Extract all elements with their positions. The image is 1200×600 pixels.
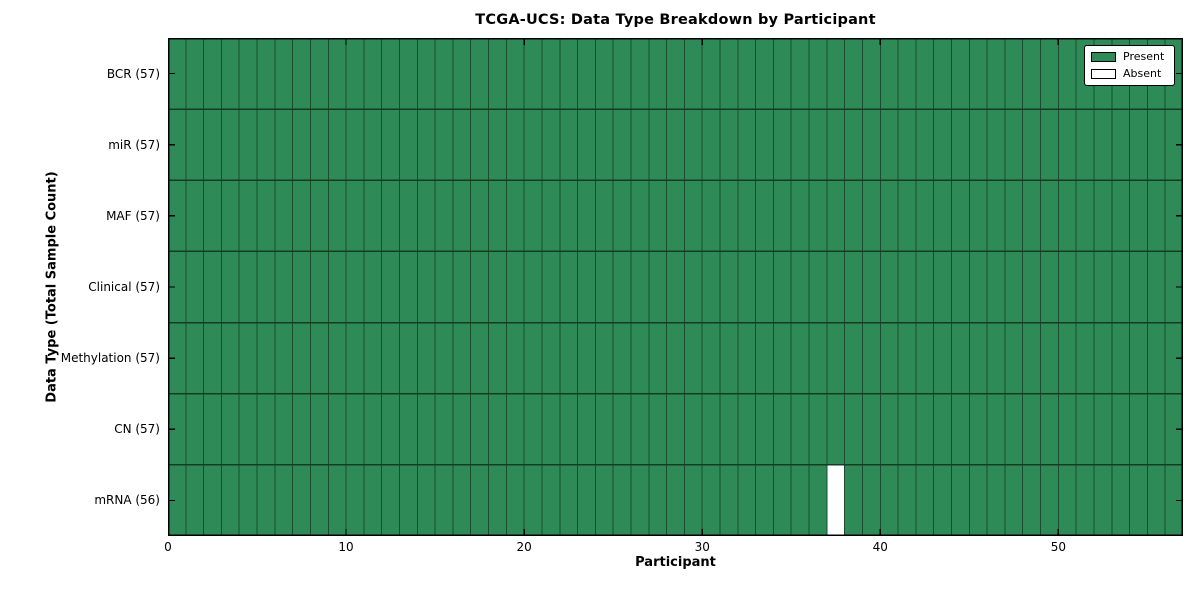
legend-entry-absent: Absent [1091, 68, 1168, 80]
y-tick-label: MAF (57) [106, 208, 160, 223]
legend-label-absent: Absent [1123, 67, 1162, 80]
y-tick-label: miR (57) [108, 137, 160, 152]
legend-swatch-present-icon [1091, 52, 1116, 62]
heatmap-svg [168, 38, 1183, 536]
legend: Present Absent [1084, 45, 1175, 86]
x-tick-label: 30 [694, 540, 710, 554]
y-tick-label: mRNA (56) [94, 493, 160, 508]
y-tick-label: Methylation (57) [60, 351, 160, 366]
legend-label-present: Present [1123, 50, 1165, 63]
x-axis-title: Participant [635, 555, 716, 570]
y-tick-label: BCR (57) [106, 66, 160, 81]
legend-swatch-absent-icon [1091, 69, 1116, 79]
chart-title: TCGA-UCS: Data Type Breakdown by Partici… [475, 12, 876, 28]
x-tick-label: 10 [338, 540, 354, 554]
y-tick-label: Clinical (57) [88, 280, 160, 294]
x-tick-label: 0 [164, 540, 172, 554]
absent-cell [827, 465, 844, 536]
x-tick-label: 50 [1050, 540, 1066, 554]
present-fill [168, 38, 1183, 536]
x-tick-label: 20 [516, 540, 532, 554]
x-tick-label: 40 [872, 540, 888, 554]
legend-entry-present: Present [1091, 51, 1168, 63]
y-tick-label: CN (57) [114, 422, 160, 437]
plot-area [168, 38, 1183, 536]
